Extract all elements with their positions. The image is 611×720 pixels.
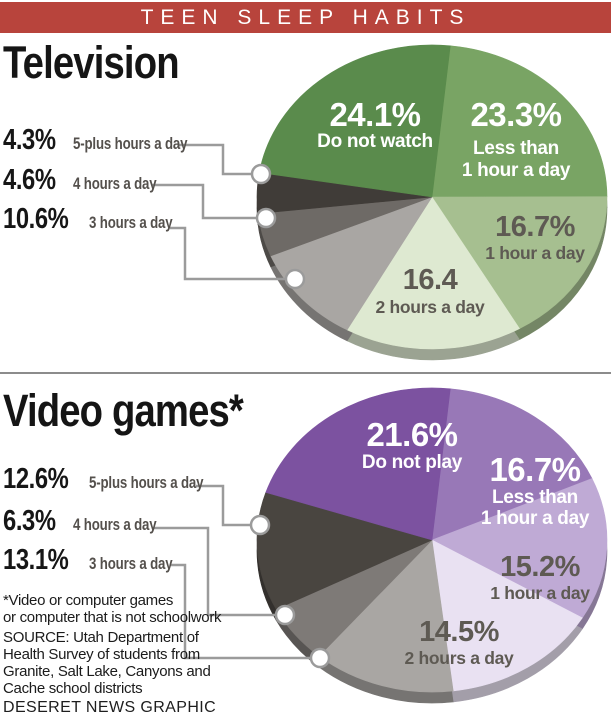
pie-slice-3-hours-a-day: [270, 196, 433, 331]
slice-value-label: 24.1%: [329, 96, 420, 133]
pie-slice-less-than-1-hour-a-day: [431, 45, 608, 198]
callout-value: 12.6%: [3, 463, 69, 495]
leader-dot: [309, 647, 331, 669]
slice-name-label: Less than: [473, 138, 559, 159]
pie-slice-5-plus-hours-a-day-depth: [256, 183, 433, 225]
callout-video-games-4-hours-a-day: 6.3% 4 hours a day: [3, 506, 180, 540]
pie-slice-1-hour-a-day: [431, 196, 608, 329]
footnote-line: or computer that is not schoolwork: [3, 609, 222, 626]
slice-value-label: 16.7%: [495, 211, 575, 243]
slice-value-label: 23.3%: [470, 96, 561, 133]
source-line: Health Survey of students from: [3, 646, 200, 663]
callout-television-4-hours-a-day: 4.6% 4 hours a day: [3, 165, 180, 199]
callout-television-5-plus-hours-a-day: 4.3% 5-plus hours a day: [3, 125, 220, 159]
source-note: SOURCE: Utah Department of Health Survey…: [3, 629, 211, 697]
pie-slice-1-hour-a-day-depth: [431, 207, 608, 340]
callout-label: 4 hours a day: [73, 174, 157, 193]
slice-name-label: 1 hour a day: [462, 160, 571, 181]
leader-dot: [250, 163, 272, 185]
slice-value-label: 14.5%: [419, 616, 499, 648]
pie-slice-do-not-play: [265, 387, 451, 541]
callout-value: 10.6%: [3, 203, 69, 235]
header-bar: TEEN SLEEP HABITS: [0, 2, 611, 33]
slice-name-label: 1 hour a day: [485, 243, 585, 263]
pie-slice-do-not-play-depth: [265, 398, 451, 552]
pie-slice-1-hour-a-day: [431, 478, 608, 619]
slice-name-label: 1 hour a day: [481, 508, 590, 529]
slice-value-label: 21.6%: [366, 416, 457, 453]
footnote-line: *Video or computer games: [3, 592, 174, 609]
pie-slice-do-not-watch: [258, 44, 451, 198]
page-title: TEEN SLEEP HABITS: [140, 5, 471, 29]
pie-slice-2-hours-a-day-depth: [431, 550, 583, 703]
pie-slice-4-hours-a-day: [257, 196, 433, 257]
pie-slice-4-hours-a-day-depth: [257, 207, 433, 268]
callout-label: 4 hours a day: [73, 515, 157, 534]
pie-slice-less-than-1-hour-a-day-depth: [431, 56, 608, 209]
callout-value: 4.3%: [3, 124, 56, 156]
credit-line: DESERET NEWS GRAPHIC: [3, 699, 217, 716]
slice-name-label: Do not play: [362, 452, 463, 473]
leader-dot: [249, 514, 271, 536]
pie-slice-5-plus-hours-a-day-depth: [256, 503, 433, 621]
pie-slice-4-hours-a-day-depth: [275, 550, 433, 668]
slice-name-label: 2 hours a day: [405, 648, 514, 668]
callout-label: 3 hours a day: [88, 554, 173, 573]
slice-value-label: 16.4: [403, 264, 458, 296]
slice-name-label: Do not watch: [317, 131, 433, 152]
callout-value: 6.3%: [3, 505, 56, 537]
pie-slice-1-hour-a-day-depth: [431, 489, 608, 630]
television-heading: Television: [3, 37, 180, 88]
callout-value: 13.1%: [3, 544, 69, 576]
source-line: SOURCE: Utah Department of: [3, 629, 199, 646]
pie-slice-2-hours-a-day-depth: [346, 207, 520, 361]
slice-name-label: 1 hour a day: [490, 583, 590, 603]
slice-name-label: 2 hours a day: [376, 297, 485, 317]
section-divider: [0, 372, 611, 374]
leader-dot: [284, 268, 306, 290]
pie-slice-5-plus-hours-a-day: [256, 492, 433, 610]
pie-slice-do-not-watch-depth: [258, 55, 451, 209]
pie-slice-2-hours-a-day: [346, 196, 520, 350]
slice-value-label: 16.7%: [489, 451, 580, 488]
slice-name-label: Less than: [492, 487, 578, 508]
pie-slice-3-hours-a-day-depth: [270, 207, 433, 342]
footnote: *Video or computer games or computer tha…: [3, 592, 222, 626]
leader-dot: [255, 207, 277, 229]
callout-video-games-5-plus-hours-a-day: 12.6% 5-plus hours a day: [3, 464, 235, 498]
pie-slice-3-hours-a-day: [318, 539, 454, 693]
leader-dot: [274, 604, 296, 626]
callout-television-3-hours-a-day: 10.6% 3 hours a day: [3, 204, 196, 238]
pie-slice-3-hours-a-day-depth: [318, 550, 454, 704]
pie-slice-2-hours-a-day: [431, 539, 583, 692]
pie-slice-4-hours-a-day: [275, 539, 433, 657]
callout-video-games-3-hours-a-day: 13.1% 3 hours a day: [3, 545, 196, 579]
callout-label: 5-plus hours a day: [88, 473, 204, 492]
pie-slice-less-than-1-hour-a-day: [431, 388, 593, 541]
pie-slice-less-than-1-hour-a-day-depth: [431, 399, 593, 552]
callout-value: 4.6%: [3, 164, 56, 196]
source-line: Cache school districts: [3, 680, 143, 697]
slice-value-label: 15.2%: [500, 551, 580, 583]
callout-label: 3 hours a day: [88, 213, 173, 232]
video-games-heading: Video games*: [3, 385, 244, 436]
source-line: Granite, Salt Lake, Canyons and: [3, 663, 211, 680]
pie-slice-5-plus-hours-a-day: [256, 172, 433, 214]
callout-label: 5-plus hours a day: [73, 134, 188, 153]
